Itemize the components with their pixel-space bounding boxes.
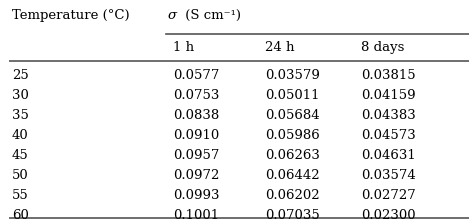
Text: σ: σ [168, 9, 177, 22]
Text: 0.04159: 0.04159 [361, 89, 416, 102]
Text: 0.0838: 0.0838 [173, 109, 219, 122]
Text: 50: 50 [12, 169, 28, 182]
Text: 0.04573: 0.04573 [361, 129, 416, 142]
Text: 40: 40 [12, 129, 28, 142]
Text: 0.0577: 0.0577 [173, 69, 219, 81]
Text: 0.04631: 0.04631 [361, 149, 416, 162]
Text: 0.06442: 0.06442 [264, 169, 319, 182]
Text: 0.06202: 0.06202 [264, 189, 319, 202]
Text: 0.03574: 0.03574 [361, 169, 416, 182]
Text: 45: 45 [12, 149, 28, 162]
Text: 30: 30 [12, 89, 28, 102]
Text: 35: 35 [12, 109, 28, 122]
Text: (S cm⁻¹): (S cm⁻¹) [181, 9, 241, 22]
Text: 8 days: 8 days [361, 41, 405, 54]
Text: 24 h: 24 h [264, 41, 294, 54]
Text: 55: 55 [12, 189, 28, 202]
Text: 0.07035: 0.07035 [264, 209, 319, 222]
Text: 0.05986: 0.05986 [264, 129, 319, 142]
Text: 0.02300: 0.02300 [361, 209, 416, 222]
Text: 0.05684: 0.05684 [264, 109, 319, 122]
Text: 0.0993: 0.0993 [173, 189, 219, 202]
Text: 0.1001: 0.1001 [173, 209, 219, 222]
Text: 0.05011: 0.05011 [264, 89, 319, 102]
Text: 0.03815: 0.03815 [361, 69, 416, 81]
Text: 0.06263: 0.06263 [264, 149, 319, 162]
Text: 0.03579: 0.03579 [264, 69, 319, 81]
Text: 60: 60 [12, 209, 28, 222]
Text: 0.04383: 0.04383 [361, 109, 416, 122]
Text: 1 h: 1 h [173, 41, 194, 54]
Text: Temperature (°C): Temperature (°C) [12, 9, 129, 22]
Text: 0.02727: 0.02727 [361, 189, 416, 202]
Text: 0.0753: 0.0753 [173, 89, 219, 102]
Text: 25: 25 [12, 69, 28, 81]
Text: 0.0910: 0.0910 [173, 129, 219, 142]
Text: 0.0972: 0.0972 [173, 169, 219, 182]
Text: 0.0957: 0.0957 [173, 149, 219, 162]
